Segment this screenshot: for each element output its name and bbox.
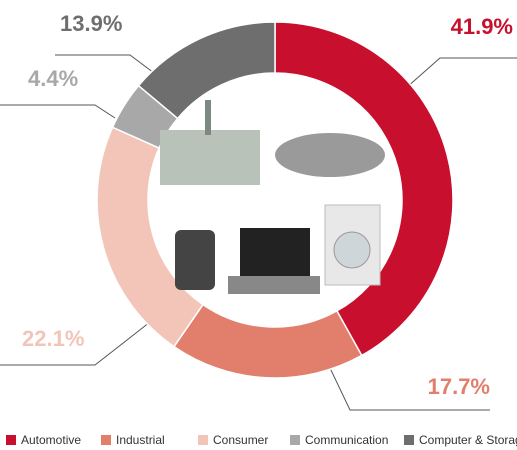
legend-label: Automotive	[21, 433, 81, 447]
legend-label: Industrial	[116, 433, 165, 447]
value-label: 17.7%	[428, 374, 490, 399]
leader-line	[329, 367, 490, 411]
washer-door	[333, 231, 371, 269]
legend-swatch	[198, 435, 208, 445]
center-illustration	[160, 100, 385, 294]
laptop-base	[228, 276, 320, 294]
legend-label: Consumer	[213, 433, 268, 447]
value-label: 4.4%	[28, 66, 78, 91]
legend-swatch	[6, 435, 16, 445]
value-label: 22.1%	[22, 326, 84, 351]
phone-icon	[175, 230, 215, 290]
tower-mast	[205, 100, 211, 135]
car-icon	[275, 133, 385, 177]
laptop-screen	[240, 228, 310, 276]
tower-icon	[160, 130, 260, 185]
donut-segment	[274, 21, 454, 357]
leader-line	[0, 104, 116, 119]
donut-segment	[137, 21, 276, 120]
leader-line	[397, 57, 517, 96]
leader-lines	[0, 54, 517, 411]
legend-swatch	[101, 435, 111, 445]
legend-swatch	[404, 435, 414, 445]
legend-label: Computer & Storage	[419, 433, 517, 447]
legend-swatch	[290, 435, 300, 445]
legend-label: Communication	[305, 433, 388, 447]
value-label: 41.9%	[451, 14, 513, 39]
value-label: 13.9%	[60, 11, 122, 36]
leader-line	[0, 321, 151, 366]
